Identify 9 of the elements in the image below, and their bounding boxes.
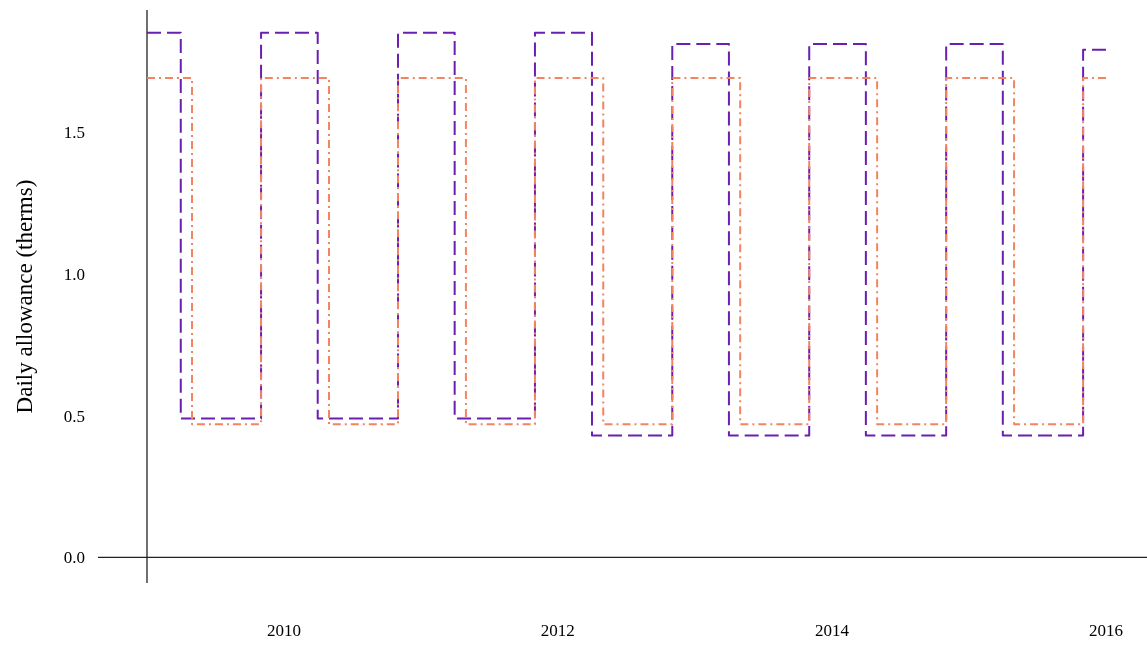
y-tick-label: 0.0 (63, 548, 85, 568)
x-tick-label: 2012 (540, 621, 575, 640)
y-tick-label: 1.5 (63, 122, 85, 142)
y-tick-label: 1.0 (63, 264, 85, 284)
y-axis-title: Daily allowance (therms) (12, 179, 37, 414)
x-tick-label: 2010 (266, 621, 301, 640)
y-tick-label: 0.5 (63, 406, 85, 426)
x-tick-label: 2014 (815, 621, 850, 640)
x-tick-label: 2016 (1089, 621, 1123, 640)
